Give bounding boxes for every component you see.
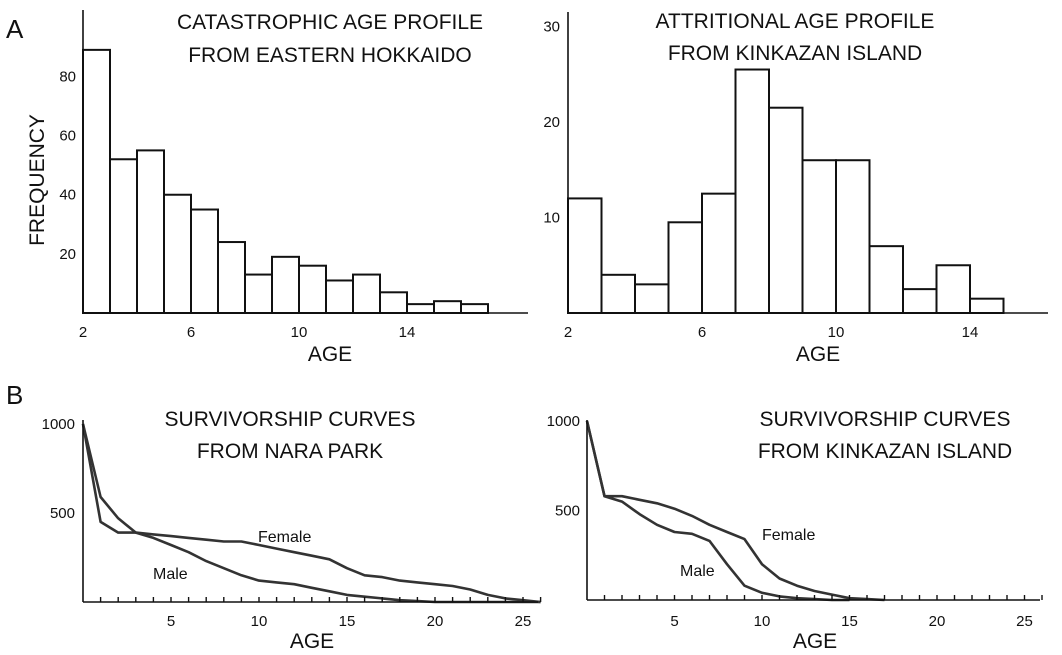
x-axis-label: AGE xyxy=(793,630,837,653)
y-tick-label: 1000 xyxy=(42,416,75,433)
x-axis-label: AGE xyxy=(796,343,840,366)
y-tick-label: 40 xyxy=(59,187,76,204)
chart-title-line: FROM KINKAZAN ISLAND xyxy=(668,42,922,65)
bar xyxy=(567,197,603,314)
bar xyxy=(109,158,138,314)
y-tick-label: 500 xyxy=(555,503,580,520)
bar xyxy=(325,279,354,315)
bar xyxy=(136,149,165,314)
y-tick-label: 30 xyxy=(543,19,560,36)
series-line xyxy=(81,423,541,604)
bar xyxy=(902,288,938,314)
chart-title-line: ATTRITIONAL AGE PROFILE xyxy=(656,10,935,33)
y-tick-label: 1000 xyxy=(547,413,580,430)
x-tick-label: 2 xyxy=(79,324,87,341)
chart-title-line: SURVIVORSHIP CURVES xyxy=(165,408,416,431)
chart-title-line: CATASTROPHIC AGE PROFILE xyxy=(177,11,483,34)
bar xyxy=(935,264,971,314)
x-tick-label: 5 xyxy=(670,613,678,630)
x-tick-label: 10 xyxy=(251,613,268,630)
bar xyxy=(298,264,327,314)
x-tick-label: 20 xyxy=(427,613,444,630)
chart-title-line: FROM EASTERN HOKKAIDO xyxy=(188,44,472,67)
bar xyxy=(969,297,1005,315)
bar xyxy=(600,273,636,315)
x-tick-label: 25 xyxy=(515,613,532,630)
x-tick-label: 10 xyxy=(828,324,845,341)
panel-b-label: B xyxy=(6,380,23,410)
series-label: Female xyxy=(258,529,311,546)
x-tick-label: 10 xyxy=(291,324,308,341)
x-tick-label: 6 xyxy=(187,324,195,341)
chart-4: SURVIVORSHIP CURVES FROM KINKAZAN ISLAND F… xyxy=(547,408,1043,653)
chart-2: ATTRITIONAL AGE PROFILE FROM KINKAZAN ISL… xyxy=(543,10,1048,366)
x-tick-label: 2 xyxy=(564,324,572,341)
x-tick-label: 20 xyxy=(929,613,946,630)
bar xyxy=(835,159,871,314)
bar xyxy=(190,208,219,315)
bar xyxy=(734,68,770,314)
bar xyxy=(460,303,489,314)
chart-title-line: FROM KINKAZAN ISLAND xyxy=(758,440,1012,463)
x-tick-label: 14 xyxy=(962,324,979,341)
bar xyxy=(352,273,381,314)
bar xyxy=(768,106,804,315)
series-label: Male xyxy=(680,563,715,580)
bar xyxy=(163,193,192,315)
series-label: Male xyxy=(153,566,188,583)
y-tick-label: 500 xyxy=(50,505,75,522)
bar xyxy=(701,192,737,314)
charts: CATASTROPHIC AGE PROFILE FROM EASTERN HOK… xyxy=(26,10,1048,653)
bar xyxy=(667,221,703,315)
bar xyxy=(217,241,246,314)
y-tick-label: 20 xyxy=(543,114,560,131)
x-tick-label: 14 xyxy=(399,324,416,341)
bar xyxy=(433,300,462,315)
bar xyxy=(868,245,904,314)
series-line xyxy=(585,420,885,602)
x-tick-label: 10 xyxy=(754,613,771,630)
chart-title-line: SURVIVORSHIP CURVES xyxy=(760,408,1011,431)
series-label: Female xyxy=(762,527,815,544)
bar xyxy=(244,273,273,314)
panel-a-label: A xyxy=(6,14,24,44)
x-tick-label: 5 xyxy=(167,613,175,630)
bar xyxy=(406,303,435,314)
y-axis-label: FREQUENCY xyxy=(26,114,49,246)
x-axis-label: AGE xyxy=(308,343,352,366)
bar xyxy=(801,159,837,314)
x-axis-label: AGE xyxy=(290,630,334,653)
x-tick-label: 25 xyxy=(1016,613,1033,630)
chart-title-line: FROM NARA PARK xyxy=(197,440,383,463)
x-tick-label: 6 xyxy=(698,324,706,341)
chart-1: CATASTROPHIC AGE PROFILE FROM EASTERN HOK… xyxy=(26,10,528,366)
y-tick-label: 20 xyxy=(59,246,76,263)
x-tick-label: 15 xyxy=(339,613,356,630)
y-tick-label: 80 xyxy=(59,68,76,85)
bar xyxy=(379,291,408,315)
bar xyxy=(82,48,111,314)
y-tick-label: 60 xyxy=(59,128,76,145)
chart-3: SURVIVORSHIP CURVES FROM NARA PARK Female M… xyxy=(42,408,542,653)
series-line xyxy=(585,420,850,602)
x-tick-label: 15 xyxy=(841,613,858,630)
y-tick-label: 10 xyxy=(543,210,560,227)
bar xyxy=(634,283,670,314)
bar xyxy=(271,255,300,314)
